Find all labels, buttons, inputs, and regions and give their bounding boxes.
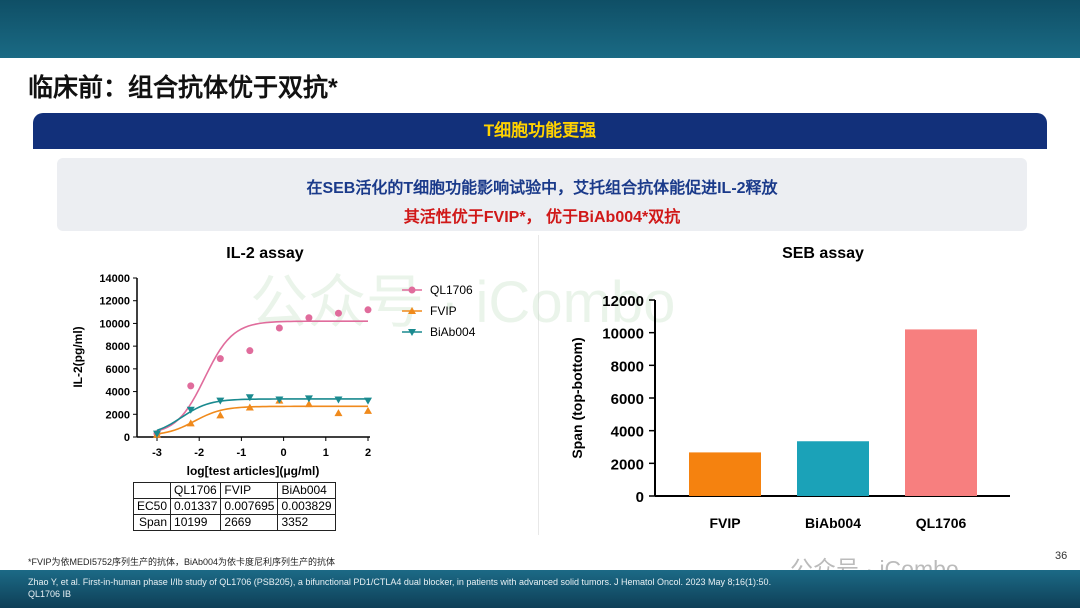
x-tick-label: BiAb004	[805, 515, 861, 531]
y-tick-label: 6000	[611, 391, 644, 408]
y-tick-label: 8000	[106, 341, 130, 353]
watermark-large: 公众号 · iCombo	[250, 270, 676, 335]
data-point-ql1706	[275, 324, 283, 332]
y-tick-label: 2000	[106, 409, 130, 421]
table-cell: FVIP	[220, 482, 279, 499]
data-point-biab004	[334, 396, 343, 404]
y-tick-label: 0	[636, 489, 644, 506]
data-point-ql1706	[187, 382, 195, 390]
y-tick-label: 12000	[99, 296, 130, 308]
data-point-ql1706	[305, 314, 313, 322]
y-axis-label: Span (top-bottom)	[569, 337, 585, 458]
y-tick-label: 6000	[106, 364, 130, 376]
table-cell	[132, 482, 172, 499]
x-tick-label: QL1706	[916, 515, 967, 531]
legend-marker	[408, 329, 416, 336]
table-cell: 10199	[170, 514, 222, 531]
x-tick-label: -2	[194, 447, 204, 459]
fit-curve-fvip	[156, 405, 368, 435]
ec50-table: QL1706 FVIP BiAb004 EC50 0.01337 0.00769…	[132, 482, 336, 531]
data-point-ql1706	[364, 306, 372, 314]
bar-fvip	[689, 452, 761, 496]
legend-label: QL1706	[430, 283, 473, 297]
data-point-biab004	[364, 397, 372, 405]
table-row: Span 10199 2669 3352	[132, 514, 336, 531]
table-row: EC50 0.01337 0.007695 0.003829	[132, 498, 336, 515]
summary-box: 在SEB活化的T细胞功能影响试验中，艾托组合抗体能促进IL-2释放 其活性优于F…	[57, 158, 1027, 231]
data-point-biab004	[186, 406, 195, 414]
data-point-biab004	[216, 397, 225, 405]
data-point-biab004	[153, 430, 161, 438]
x-axis-label: log[test articles](μg/ml)	[187, 464, 320, 478]
x-tick-label: -3	[152, 447, 162, 459]
table-cell: EC50	[132, 498, 172, 515]
bar-ql1706	[905, 329, 977, 496]
data-point-fvip	[186, 419, 195, 427]
data-point-ql1706	[216, 355, 224, 363]
table-cell: 0.003829	[277, 498, 336, 515]
slide-title: 临床前：组合抗体优于双抗*	[28, 74, 338, 102]
table-header-row: QL1706 FVIP BiAb004	[132, 482, 336, 499]
legend-marker	[408, 307, 416, 314]
table-cell: QL1706	[170, 482, 222, 499]
x-tick-label: FVIP	[709, 515, 740, 531]
y-tick-label: 4000	[611, 424, 644, 441]
table-cell: Span	[132, 514, 172, 531]
table-cell: 0.01337	[170, 498, 222, 515]
data-point-biab004	[275, 396, 284, 404]
reference: Zhao Y, et al. First-in-human phase I/Ib…	[28, 577, 772, 587]
bar-chart-title: SEB assay	[782, 245, 864, 262]
y-tick-label: 10000	[99, 318, 130, 330]
reference-2: QL1706 IB	[28, 589, 72, 599]
table-cell: 0.007695	[220, 498, 279, 515]
fit-curve-ql1706	[156, 320, 369, 432]
y-tick-label: 2000	[611, 456, 644, 473]
data-point-fvip	[216, 411, 225, 419]
data-point-biab004	[304, 395, 313, 403]
legend-label: BiAb004	[430, 325, 476, 339]
reference-bar: Zhao Y, et al. First-in-human phase I/Ib…	[0, 570, 1080, 608]
y-tick-label: 8000	[611, 358, 644, 375]
legend-label: FVIP	[430, 304, 457, 318]
data-point-fvip	[245, 403, 254, 411]
table-cell: 2669	[220, 514, 279, 531]
y-tick-label: 14000	[99, 273, 130, 285]
page-number: 36	[1055, 550, 1068, 562]
y-tick-label: 10000	[602, 326, 644, 343]
summary-line-2: 其活性优于FVIP*， 优于BiAb004*双抗	[403, 209, 681, 226]
x-tick-label: 2	[365, 447, 371, 459]
data-point-ql1706	[246, 347, 254, 355]
bar-biab004	[797, 441, 869, 496]
data-point-biab004	[245, 394, 254, 402]
table-cell: BiAb004	[277, 482, 336, 499]
divider	[538, 235, 539, 535]
y-tick-label: 12000	[602, 293, 644, 310]
x-tick-label: 1	[323, 447, 329, 459]
footnote: *FVIP为依MEDI5752序列生产的抗体，BiAb004为依卡度尼利序列生产…	[28, 557, 336, 567]
table-cell: 3352	[277, 514, 336, 531]
data-point-fvip	[334, 409, 343, 417]
summary-line-1: 在SEB活化的T细胞功能影响试验中，艾托组合抗体能促进IL-2释放	[306, 180, 778, 197]
y-axis-label: IL-2(pg/ml)	[71, 326, 85, 387]
x-tick-label: 0	[281, 447, 287, 459]
data-point-fvip	[304, 400, 313, 408]
data-point-ql1706	[334, 309, 342, 317]
line-chart-title: IL-2 assay	[226, 245, 303, 262]
y-tick-label: 0	[124, 432, 130, 444]
section-header: T细胞功能更强	[33, 113, 1047, 149]
top-banner	[0, 0, 1080, 58]
y-tick-label: 4000	[106, 387, 130, 399]
data-point-fvip	[364, 406, 372, 414]
legend-marker	[408, 286, 416, 294]
x-tick-label: -1	[237, 447, 247, 459]
